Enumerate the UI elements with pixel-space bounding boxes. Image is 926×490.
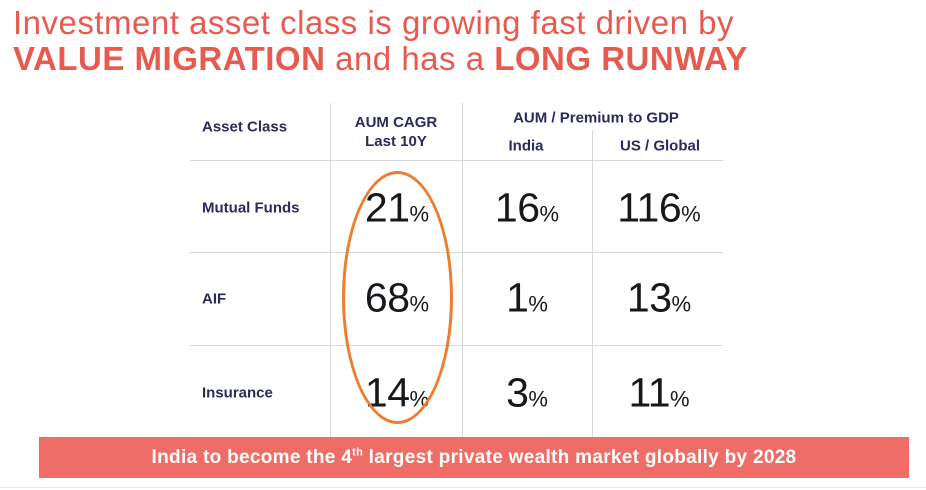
slide-bottom-edge — [0, 487, 926, 488]
table-header-divider — [190, 160, 723, 161]
percent-sign: % — [539, 201, 560, 227]
column-header-aum-cagr-line1: AUM CAGR — [354, 114, 438, 131]
cell-mutual-funds-india: 16% — [494, 184, 560, 231]
column-header-aum-cagr-line2: Last 10Y — [365, 133, 427, 150]
title-value-migration: VALUE MIGRATION — [13, 40, 326, 77]
column-header-aum-cagr: AUM CAGR Last 10Y — [355, 113, 438, 151]
title-line-2: VALUE MIGRATION and has a LONG RUNWAY — [13, 41, 748, 77]
slide-title: Investment asset class is growing fast d… — [13, 5, 748, 77]
table-vertical-divider-1 — [330, 103, 331, 437]
percent-sign: % — [670, 386, 690, 412]
percent-sign: % — [681, 201, 701, 227]
cell-value: 11 — [628, 369, 670, 416]
title-connector-text: and has a — [325, 40, 495, 77]
banner-text-after: largest private wealth market globally b… — [363, 446, 797, 468]
title-line-1: Investment asset class is growing fast d… — [13, 4, 734, 41]
cell-mutual-funds-us-global: 116% — [617, 184, 701, 231]
cell-value: 116 — [617, 184, 682, 231]
percent-sign: % — [528, 291, 548, 317]
cell-insurance-india: 3% — [506, 369, 548, 416]
row-label-insurance: Insurance — [202, 384, 273, 402]
cell-value: 1 — [506, 274, 529, 321]
row-label-mutual-funds: Mutual Funds — [202, 199, 300, 217]
cell-aif-us-global: 13% — [626, 274, 692, 321]
footnote-banner: India to become the 4th largest private … — [39, 437, 909, 478]
cell-aif-india: 1% — [506, 274, 548, 321]
cell-value: 3 — [506, 369, 529, 416]
cell-insurance-us-global: 11% — [628, 369, 690, 416]
column-header-india: India — [508, 137, 544, 155]
table-vertical-divider-2 — [462, 103, 463, 437]
percent-sign: % — [528, 386, 548, 412]
highlight-ellipse — [342, 171, 453, 424]
table-row-divider-1 — [190, 252, 723, 253]
column-header-asset-class: Asset Class — [202, 118, 288, 136]
column-header-us-global: US / Global — [619, 137, 701, 155]
percent-sign: % — [671, 291, 692, 317]
banner-text-before: India to become the 4 — [151, 446, 353, 468]
banner-superscript: th — [352, 446, 364, 459]
banner-text: India to become the 4th largest private … — [152, 447, 797, 469]
column-group-header-gdp: AUM / Premium to GDP — [513, 109, 679, 127]
cell-value: 13 — [626, 274, 672, 321]
table-vertical-divider-3 — [592, 130, 593, 437]
title-long-runway: LONG RUNWAY — [494, 40, 748, 77]
cell-value: 16 — [494, 184, 540, 231]
row-label-aif: AIF — [202, 290, 227, 308]
table-row-divider-2 — [190, 345, 723, 346]
